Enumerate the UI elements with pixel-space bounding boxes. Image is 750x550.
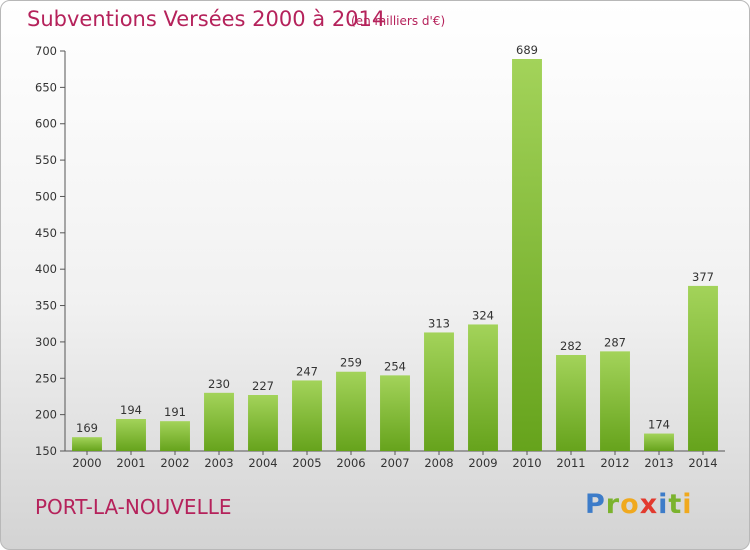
data-label-2008: 313 [428,316,450,330]
bar-2000 [72,437,102,451]
x-tick-label-2003: 2003 [204,456,233,470]
x-tick-label-2014: 2014 [688,456,717,470]
bar-2012 [600,351,630,451]
data-label-2012: 287 [604,335,626,349]
y-tick-label: 550 [35,153,57,167]
bar-2002 [160,421,190,451]
bar-2003 [204,392,234,451]
bar-2001 [116,419,146,451]
x-tick-label-2002: 2002 [160,456,189,470]
y-tick-label: 650 [35,80,57,94]
x-tick-label-2009: 2009 [468,456,497,470]
bar-2007 [380,375,410,451]
data-label-2006: 259 [340,356,362,370]
bar-2014 [688,285,718,451]
data-label-2001: 194 [120,403,142,417]
x-tick-label-2000: 2000 [72,456,101,470]
data-label-2011: 282 [560,339,582,353]
y-axis: 150 200 250 300 350 400 450 500 550 600 650 700 [35,44,66,458]
chart-title: Subventions Versées 2000 à 2014 [27,7,386,31]
x-tick-label-2001: 2001 [116,456,145,470]
logo-letter: o [620,489,640,520]
proxiti-logo: Proxiti [585,489,693,520]
bar-2006 [336,371,366,451]
x-tick-label-2013: 2013 [644,456,673,470]
bar-2008 [424,332,454,451]
data-label-2000: 169 [76,421,98,435]
x-tick-label-2005: 2005 [292,456,321,470]
data-label-2014: 377 [692,270,714,284]
x-tick-label-2006: 2006 [336,456,365,470]
y-tick-label: 200 [35,408,57,422]
x-tick-label-2010: 2010 [512,456,541,470]
bar-2004 [248,395,278,451]
x-tick-label-2007: 2007 [380,456,409,470]
bar-2009 [468,324,498,451]
bar-2005 [292,380,322,451]
y-tick-label: 300 [35,335,57,349]
data-labels-group: 169 194 191 230 227 247 259 254 313 324 689 282 287 1… [76,43,714,435]
x-tick-label-2012: 2012 [600,456,629,470]
y-tick-label: 600 [35,117,57,131]
x-axis: 2000 2001 2002 2003 2004 2005 2006 2007 2008 2009… [65,450,725,470]
x-tick-label-2011: 2011 [556,456,585,470]
bar-2013 [644,433,674,451]
y-tick-label: 700 [35,44,57,58]
data-label-2010: 689 [516,43,538,57]
y-tick-label: 400 [35,262,57,276]
data-label-2002: 191 [164,405,186,419]
y-tick-label: 150 [35,444,57,458]
logo-letter: r [605,489,621,520]
logo-letter: i [682,489,693,520]
bar-2010 [512,59,542,451]
x-tick-label-2004: 2004 [248,456,277,470]
y-tick-label: 350 [35,299,57,313]
logo-letter: x [639,489,659,520]
data-label-2013: 174 [648,418,670,432]
y-tick-label: 250 [35,371,57,385]
x-tick-label-2008: 2008 [424,456,453,470]
y-tick-label: 500 [35,189,57,203]
logo-letter: P [585,489,606,520]
location-name: PORT-LA-NOUVELLE [35,495,232,519]
data-label-2005: 247 [296,364,318,378]
bar-2011 [556,355,586,451]
bars-group [72,59,718,451]
data-label-2009: 324 [472,308,494,322]
data-label-2007: 254 [384,359,406,373]
y-tick-label: 450 [35,226,57,240]
logo-letter: t [668,489,683,520]
data-label-2003: 230 [208,377,230,391]
chart-unit-note: (en milliers d'€) [351,14,446,28]
data-label-2004: 227 [252,379,274,393]
logo-letter: i [658,489,669,520]
